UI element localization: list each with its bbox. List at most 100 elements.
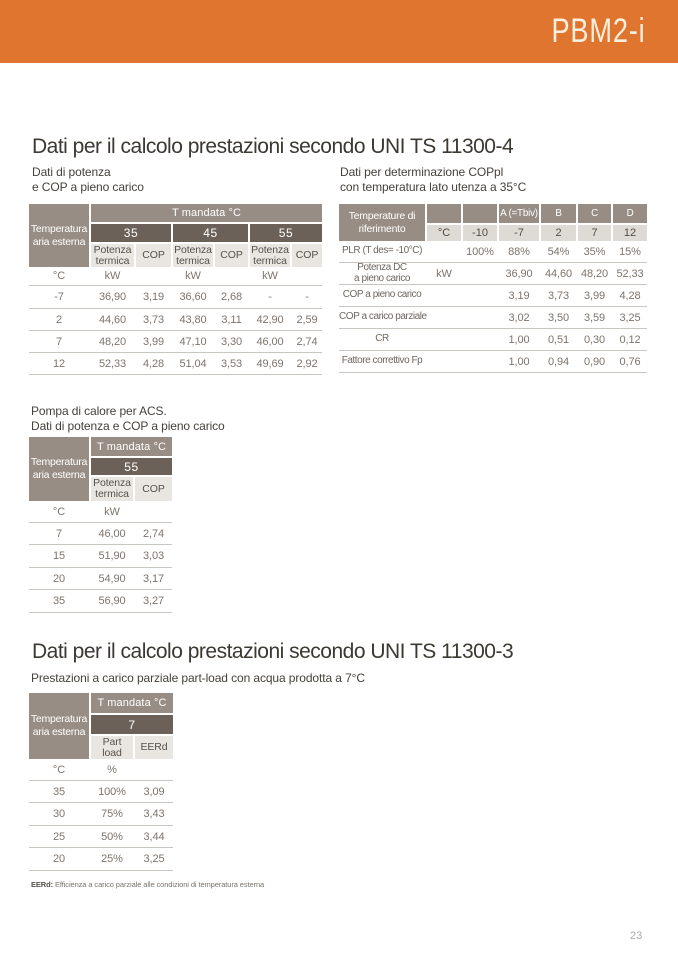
data-cell: 36,60 (179, 291, 207, 303)
unit-row: °C % (29, 759, 173, 781)
unit-cell: °C (52, 763, 66, 776)
data-cell: 3,17 (142, 572, 164, 585)
table-row: CR 1,00 0,51 0,30 0,12 (339, 329, 647, 351)
data-cell: 51,04 (179, 357, 207, 370)
data-cell: 1,00 (508, 333, 530, 346)
table-row: 35 100% 3,09 (29, 781, 173, 803)
corner-header: Temperature di riferimento (339, 204, 425, 241)
data-cell: 3,99 (142, 335, 164, 348)
data-cell: 30 (52, 808, 66, 820)
section1-left-subtitle: Dati di potenza e COP a pieno carico (32, 165, 144, 194)
table-row: 15 51,90 3,03 (29, 545, 172, 568)
data-cell: 4,28 (619, 289, 641, 302)
group-header: 55 (250, 224, 322, 242)
data-cell: 3,03 (142, 550, 164, 562)
data-cell: 3,25 (143, 853, 165, 865)
section1-right-subtitle: Dati per determinazione COPpl con temper… (340, 165, 527, 194)
row-label: Fattore correttivo Fp (341, 355, 423, 367)
column-header: COP (136, 244, 171, 267)
group-header: 7 (91, 715, 173, 734)
data-cell: 2,68 (220, 291, 242, 303)
data-cell: 3,27 (142, 595, 164, 607)
unit-cell: °C (52, 505, 66, 518)
row-label: CR (375, 333, 389, 345)
table-body: PLR (T des= -10°C) 100% 88% 54% 35% 15% … (339, 241, 647, 373)
top-header: A (=Tbiv) (499, 204, 539, 223)
column-header: EERd (135, 736, 173, 759)
data-cell: 3,73 (142, 313, 164, 326)
data-cell: 0,12 (619, 333, 641, 346)
top-header: C (578, 204, 611, 223)
column-header: Potenza termica (91, 244, 134, 267)
row-label: COP a carico parziale (339, 311, 427, 323)
data-cell: 3,25 (619, 311, 641, 324)
data-cell: 3,19 (508, 289, 530, 302)
empty-header-cell (427, 204, 461, 223)
corner-header: Temperatura aria esterna (29, 693, 89, 759)
section3-title: Dati per il calcolo prestazioni secondo … (32, 640, 514, 663)
data-cell: 3,02 (508, 311, 530, 324)
row-label: Potenza DC a pieno carico (354, 262, 410, 284)
unit-cell: kW (262, 270, 278, 282)
table-row: Fattore correttivo Fp 1,00 0,94 0,90 0,7… (339, 351, 647, 373)
data-cell: 50% (101, 830, 123, 843)
table-row: 20 25% 3,25 (29, 848, 173, 871)
data-cell: 46,00 (256, 335, 284, 348)
data-cell: 0,30 (583, 333, 605, 346)
table-header: Temperature di riferimento A (=Tbiv) B C… (339, 204, 647, 241)
data-cell: 3,53 (220, 357, 242, 370)
data-cell: 25% (101, 853, 123, 865)
data-cell: 56,90 (98, 595, 126, 607)
table-row: COP a carico parziale 3,02 3,50 3,59 3,2… (339, 307, 647, 329)
table-body: °C kW 7 46,00 2,74 15 51,90 3,03 20 54,9… (29, 501, 172, 613)
unit-cell: kW (104, 270, 121, 282)
section1-title: Dati per il calcolo prestazioni secondo … (32, 135, 514, 158)
table-row: 12 52,33 4,28 51,04 3,53 49,69 2,92 (29, 353, 322, 375)
data-cell: 44,60 (544, 267, 573, 280)
table-header: Temperatura aria esterna T mandata °C 7 … (29, 693, 173, 759)
data-cell: 2,59 (296, 313, 318, 326)
data-cell: 42,90 (256, 313, 284, 326)
table-header: Temperatura aria esterna T mandata °C 35… (29, 204, 322, 267)
table-row: 7 46,00 2,74 (29, 523, 172, 545)
data-cell: 54,90 (98, 572, 126, 585)
table-row: PLR (T des= -10°C) 100% 88% 54% 35% 15% (339, 241, 647, 263)
data-cell: 0,51 (547, 333, 569, 346)
data-cell: 100% (98, 785, 126, 798)
band-header: T mandata °C (91, 204, 322, 222)
data-cell: 75% (101, 808, 123, 820)
data-cell: 48,20 (98, 335, 127, 348)
data-cell: 3,99 (583, 289, 605, 302)
group-header: 45 (173, 224, 248, 242)
data-cell: 7 (55, 335, 63, 348)
data-cell: 35 (52, 595, 66, 607)
data-cell: 15% (619, 245, 641, 258)
data-cell: 35% (583, 245, 606, 258)
data-cell: 1,00 (508, 355, 530, 368)
unit-row: °C kW kW kW (29, 267, 322, 286)
data-cell: 2,74 (296, 335, 318, 348)
data-cell: 51,90 (98, 550, 126, 562)
sub-header: -7 (499, 225, 539, 241)
data-cell: 4,28 (142, 357, 164, 370)
table-row: 20 54,90 3,17 (29, 568, 172, 590)
data-cell: 3,73 (547, 289, 569, 302)
column-header: Potenza termica (91, 477, 133, 501)
data-cell: 35 (52, 785, 66, 798)
unit-cell: °C (52, 270, 66, 282)
unit-cell: kW (104, 505, 120, 518)
data-cell: 20 (52, 572, 66, 585)
section3-subtitle: Prestazioni a carico parziale part-load … (31, 671, 365, 685)
data-cell: 3,09 (143, 785, 165, 798)
sub-header: 12 (613, 225, 647, 241)
data-cell: 3,59 (583, 311, 605, 324)
table-body: °C kW kW kW -7 36,90 3,19 36,60 2,68 - -… (29, 267, 322, 375)
data-cell: 3,11 (221, 313, 242, 326)
sub-header: °C (427, 225, 461, 241)
corner-header: Temperatura aria esterna (29, 437, 89, 501)
data-cell: 100% (466, 245, 494, 258)
band-header: T mandata °C (91, 693, 173, 713)
table-row: COP a pieno carico 3,19 3,73 3,99 4,28 (339, 285, 647, 307)
column-header: COP (135, 477, 172, 501)
unit-row: °C kW (29, 501, 172, 523)
